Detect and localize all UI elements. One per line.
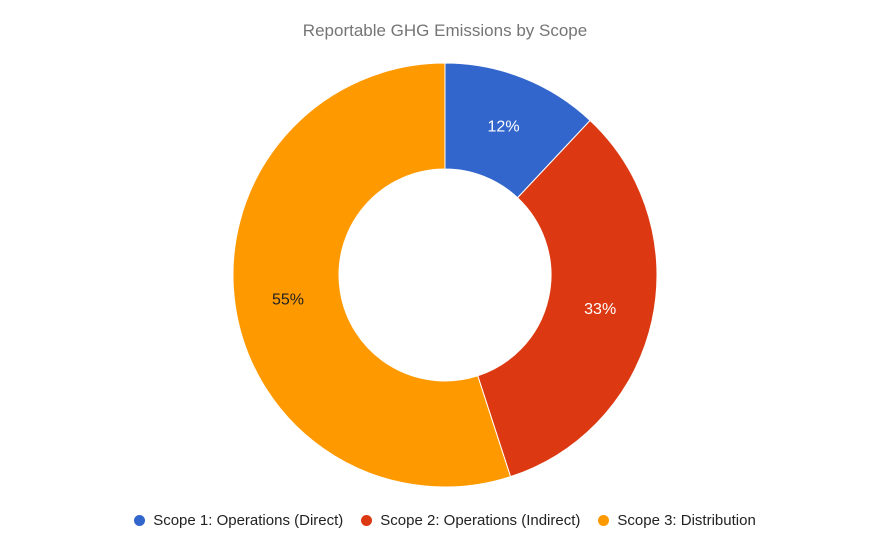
chart-legend: Scope 1: Operations (Direct) Scope 2: Ope… (0, 512, 890, 529)
legend-label-2: Scope 2: Operations (Indirect) (380, 512, 581, 529)
legend-label-3: Scope 3: Distribution (617, 512, 756, 529)
legend-item-3[interactable]: Scope 3: Distribution (598, 512, 756, 529)
legend-swatch-3 (598, 515, 610, 526)
legend-item-1[interactable]: Scope 1: Operations (Direct) (134, 512, 343, 529)
legend-label-1: Scope 1: Operations (Direct) (153, 512, 344, 529)
donut-slice-2[interactable] (477, 119, 658, 478)
slice-percent-label-1: 12% (488, 119, 520, 136)
legend-swatch-1 (134, 515, 146, 526)
chart-title: Reportable GHG Emissions by Scope (302, 21, 588, 40)
slice-percent-label-3: 55% (272, 291, 304, 308)
slice-percent-label-2: 33% (584, 301, 616, 318)
legend-swatch-2 (361, 515, 373, 526)
legend-item-2[interactable]: Scope 2: Operations (Indirect) (361, 512, 580, 529)
donut-slice-3[interactable] (232, 62, 512, 488)
